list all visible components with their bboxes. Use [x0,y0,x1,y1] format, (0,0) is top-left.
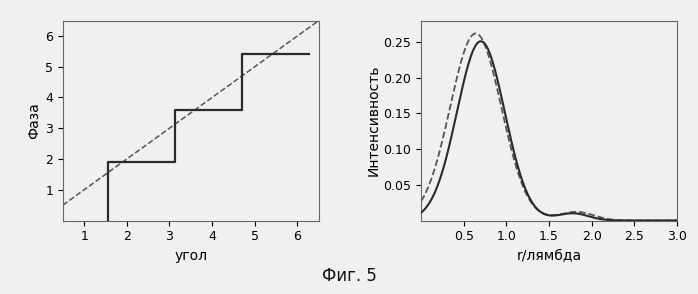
X-axis label: угол: угол [174,249,207,263]
Text: Фиг. 5: Фиг. 5 [322,267,376,285]
Y-axis label: Интенсивность: Интенсивность [366,65,380,176]
X-axis label: r/лямбда: r/лямбда [517,249,581,263]
Y-axis label: Фаза: Фаза [27,102,41,139]
